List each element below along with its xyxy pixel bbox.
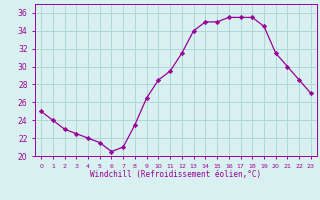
X-axis label: Windchill (Refroidissement éolien,°C): Windchill (Refroidissement éolien,°C) [91, 170, 261, 179]
